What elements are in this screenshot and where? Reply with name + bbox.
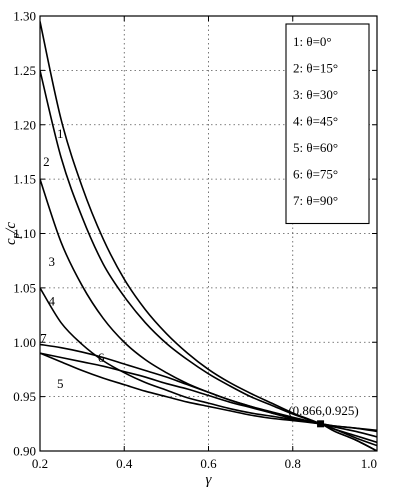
- y-tick-label: 1.10: [13, 226, 36, 241]
- y-tick-label: 1.00: [13, 335, 36, 350]
- curve-label-4: 4: [49, 293, 56, 308]
- annotation-label: (0.866,0.925): [288, 403, 358, 418]
- annotation-marker: [317, 420, 325, 428]
- legend-entry-5: 5: θ=60°: [293, 140, 338, 155]
- curve-labels: 12 3 4 5 6 7: [40, 126, 105, 391]
- x-tick-label: 0.4: [116, 456, 133, 471]
- curve-label-2: 2: [43, 154, 50, 169]
- series-line-5: [40, 352, 377, 432]
- y-tick-label: 1.05: [13, 280, 36, 295]
- x-tick-label: 0.6: [200, 456, 217, 471]
- y-tick-label: 1.30: [13, 9, 36, 24]
- legend-entry-3: 3: θ=30°: [293, 87, 338, 102]
- y-tick-label: 0.95: [13, 389, 36, 404]
- curve-label-5: 5: [57, 376, 64, 391]
- curve-label-7: 7: [40, 330, 47, 345]
- y-tick-label: 0.90: [13, 444, 36, 459]
- x-tick-label: 0.2: [32, 456, 48, 471]
- legend-entry-2: 2: θ=15°: [293, 61, 338, 76]
- curve-label-6: 6: [98, 350, 105, 365]
- y-tick-label: 1.15: [13, 172, 36, 187]
- legend: 1: θ=0° 2: θ=15° 3: θ=30° 4: θ=45° 5: θ=60° 6…: [285, 23, 370, 225]
- y-tick-label: 1.20: [13, 117, 36, 132]
- annotation: (0.866,0.925): [288, 403, 359, 428]
- curve-label-1: 1: [57, 126, 64, 141]
- curve-label-3: 3: [49, 254, 56, 269]
- y-axis-label-subscript: p: [10, 232, 22, 239]
- y-axis-label-tail: /c: [3, 222, 19, 234]
- x-axis-label: γ: [206, 472, 213, 488]
- legend-entry-1: 1: θ=0°: [293, 34, 332, 49]
- legend-entry-7: 7: θ=90°: [293, 193, 338, 208]
- y-tick-label: 1.25: [13, 63, 36, 78]
- y-axis-label-main: c: [3, 238, 19, 245]
- legend-entry-4: 4: θ=45°: [293, 114, 338, 129]
- x-tick-label: 0.8: [285, 456, 301, 471]
- svg-text:cp/c: cp/c: [3, 222, 22, 245]
- axis-ticks: 0.2 0.4 0.6 0.8 1.0 0.90 0.95 1.00 1.05 1.10 1.15 1…: [13, 9, 378, 471]
- x-tick-label: 1.0: [361, 456, 377, 471]
- legend-box: [285, 23, 370, 225]
- legend-entry-6: 6: θ=75°: [293, 167, 338, 182]
- series-curves: [40, 21, 377, 451]
- y-axis-label: cp/c: [3, 222, 22, 245]
- series-line-7: [40, 343, 377, 451]
